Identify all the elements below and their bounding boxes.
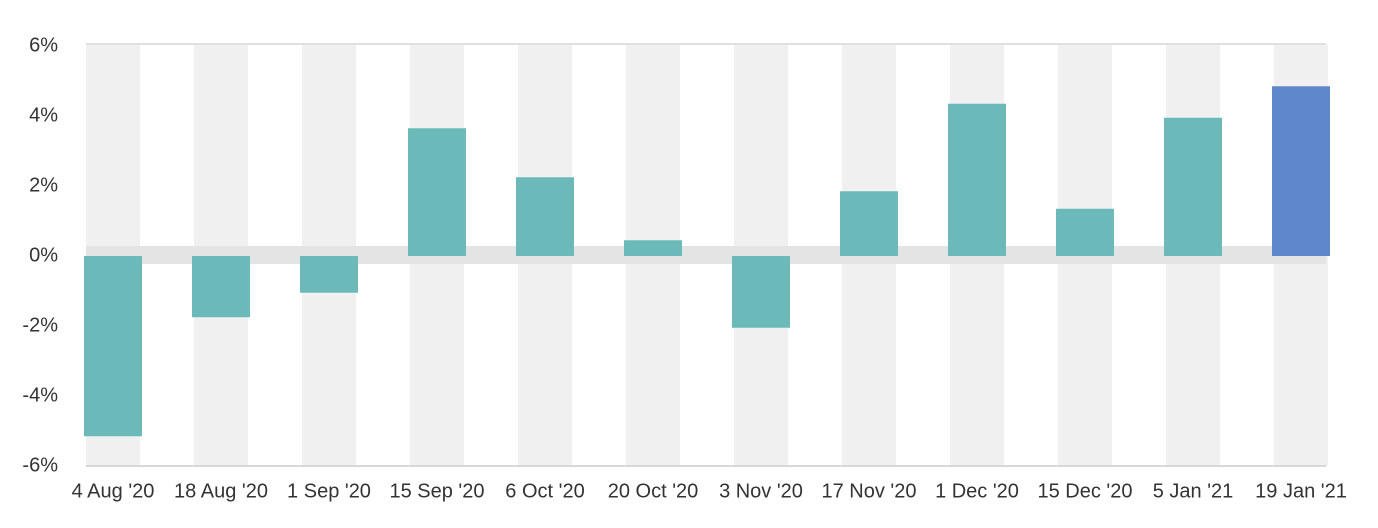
- x-tick-label: 5 Jan '21: [1153, 480, 1234, 502]
- bar: [1272, 86, 1330, 256]
- y-tick-label: -4%: [22, 384, 58, 406]
- bar: [1056, 208, 1114, 256]
- y-tick-label: 4%: [29, 104, 58, 126]
- y-tick-label: 2%: [29, 174, 58, 196]
- x-tick-label: 6 Oct '20: [505, 480, 584, 502]
- bar: [840, 191, 898, 256]
- x-tick-label: 15 Sep '20: [389, 480, 484, 502]
- y-tick-label: 6%: [29, 34, 58, 56]
- bar: [300, 256, 358, 293]
- x-tick-label: 17 Nov '20: [822, 480, 917, 502]
- bar: [948, 103, 1006, 256]
- x-tick-label: 3 Nov '20: [719, 480, 803, 502]
- bar: [1164, 117, 1222, 256]
- y-tick-label: 0%: [29, 244, 58, 266]
- bar: [84, 256, 142, 437]
- bar: [624, 240, 682, 256]
- bar: [192, 256, 250, 318]
- bar: [732, 256, 790, 328]
- x-tick-label: 19 Jan '21: [1255, 480, 1347, 502]
- zero-band: [86, 246, 1326, 264]
- x-tick-label: 1 Sep '20: [287, 480, 371, 502]
- x-tick-label: 4 Aug '20: [72, 480, 155, 502]
- x-tick-label: 1 Dec '20: [935, 480, 1019, 502]
- y-tick-label: -6%: [22, 454, 58, 476]
- x-tick-label: 18 Aug '20: [174, 480, 268, 502]
- bar: [516, 177, 574, 256]
- x-tick-label: 20 Oct '20: [608, 480, 699, 502]
- bar: [408, 128, 466, 256]
- x-tick-label: 15 Dec '20: [1038, 480, 1133, 502]
- y-tick-label: -2%: [22, 314, 58, 336]
